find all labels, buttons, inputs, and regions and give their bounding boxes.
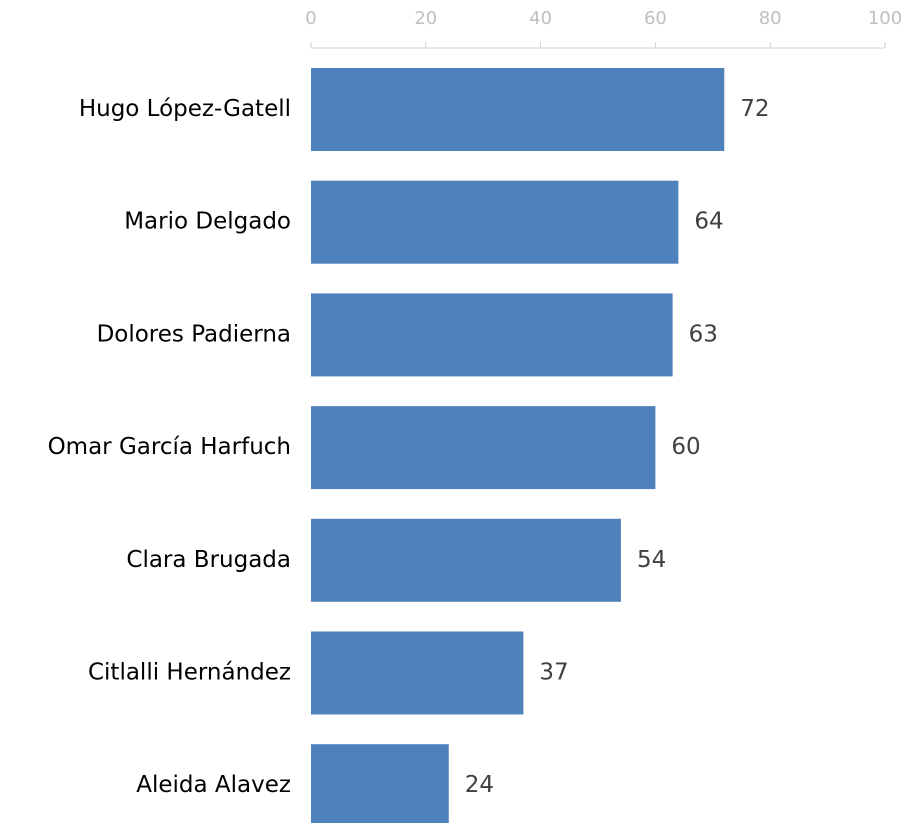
x-tick-label: 20 <box>414 8 437 29</box>
x-tick-label: 100 <box>868 8 902 29</box>
category-label: Aleida Alavez <box>136 772 291 798</box>
value-label: 64 <box>694 209 723 235</box>
category-label: Hugo López-Gatell <box>79 96 291 122</box>
x-tick-label: 0 <box>305 8 316 29</box>
bar <box>311 518 621 602</box>
value-label: 54 <box>637 547 666 573</box>
bar <box>311 631 524 715</box>
category-label: Clara Brugada <box>126 547 291 573</box>
category-label: Omar García Harfuch <box>48 434 291 460</box>
bar <box>311 68 725 151</box>
bar <box>311 744 449 823</box>
value-label: 72 <box>740 96 769 122</box>
x-tick-label: 60 <box>644 8 667 29</box>
value-label: 63 <box>689 321 718 347</box>
value-label: 60 <box>671 434 700 460</box>
bar <box>311 180 679 264</box>
value-label: 24 <box>465 772 494 798</box>
x-tick-label: 40 <box>529 8 552 29</box>
value-label: 37 <box>539 660 568 686</box>
category-label: Dolores Padierna <box>97 321 291 347</box>
x-tick-label: 80 <box>759 8 782 29</box>
category-label: Mario Delgado <box>124 209 291 235</box>
category-label: Citlalli Hernández <box>88 660 291 686</box>
bar <box>311 406 656 490</box>
bar <box>311 293 673 377</box>
